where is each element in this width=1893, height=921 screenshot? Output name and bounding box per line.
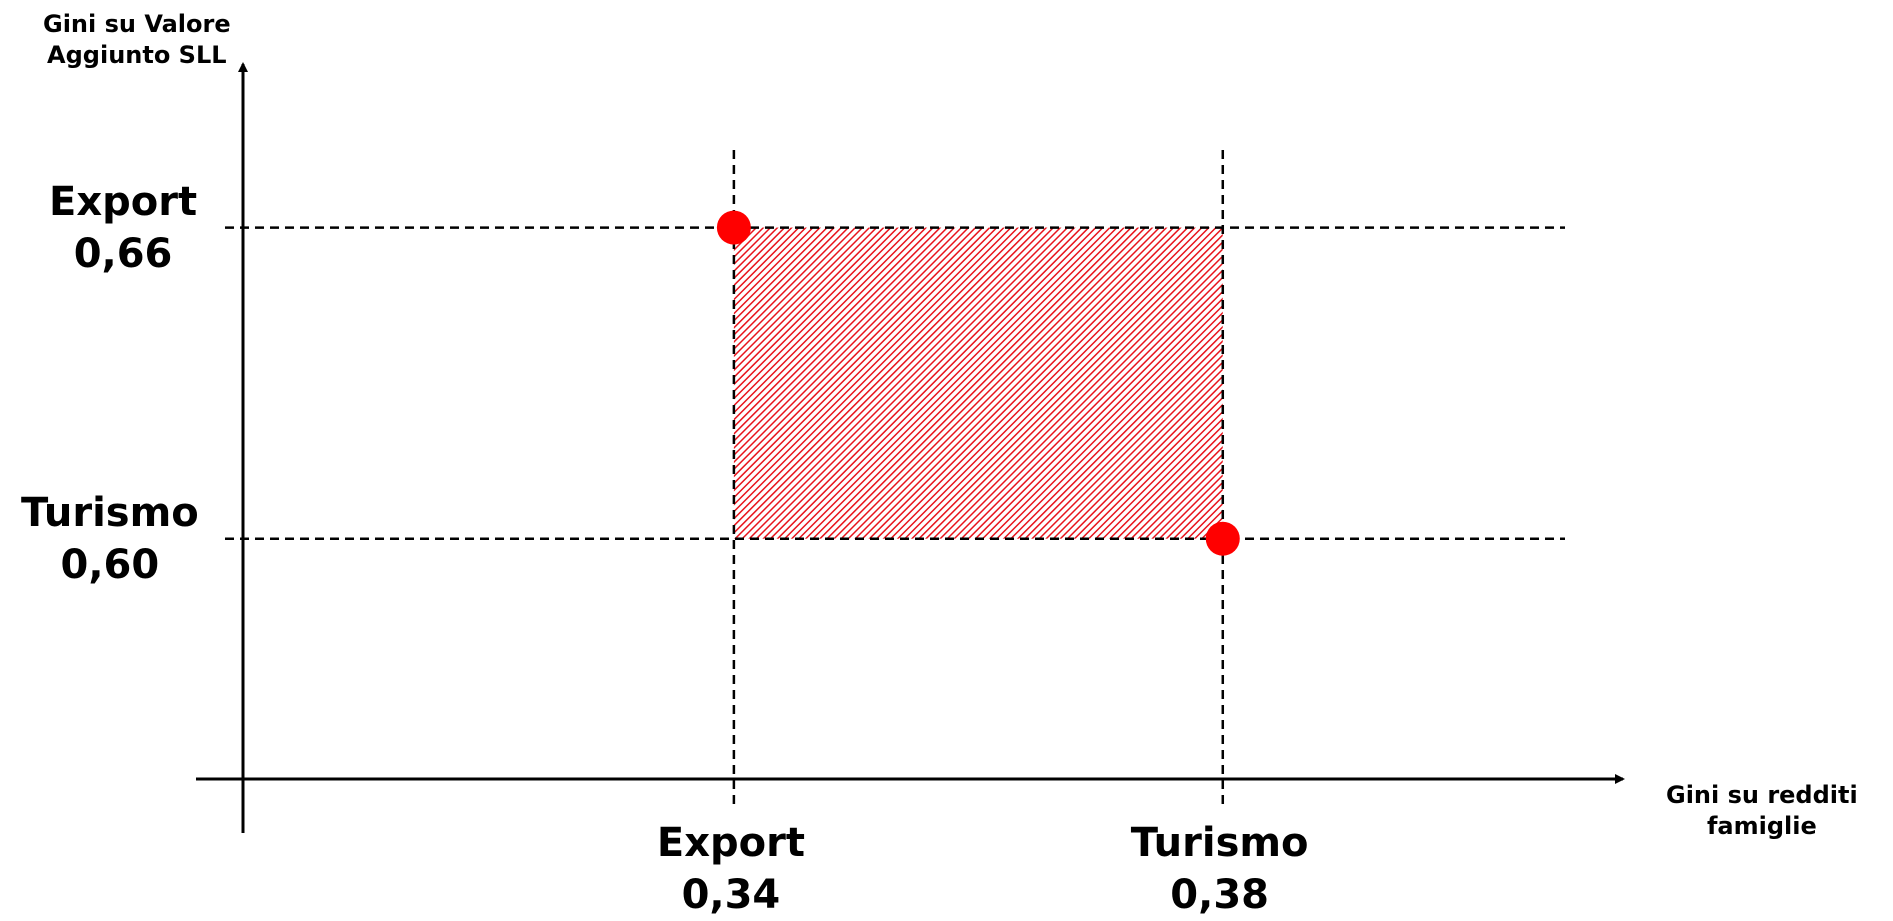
- y-tick-name: Turismo: [21, 489, 199, 536]
- y-axis-title-line-2: Aggiunto SLL: [47, 41, 227, 70]
- y-tick-value: 0,66: [73, 230, 173, 277]
- x-tick-value: 0,38: [1170, 872, 1269, 918]
- x-tick-value: 0,34: [681, 872, 781, 918]
- shaded-region: [733, 227, 1223, 539]
- x-axis-title-line-2: famiglie: [1706, 812, 1817, 841]
- x-axis-title: Gini su redditi famiglie: [1666, 780, 1858, 842]
- y-tick-label-export: Export 0,66: [49, 176, 197, 280]
- y-tick-label-turismo: Turismo 0,60: [21, 487, 199, 591]
- y-axis-title-line-1: Gini su Valore: [43, 10, 231, 38]
- x-tick-name: Export: [656, 820, 805, 866]
- x-tick-label-turismo: Turismo 0,38: [1131, 817, 1309, 921]
- y-tick-value: 0,60: [60, 541, 160, 588]
- data-point-2: [1205, 521, 1240, 556]
- x-axis-title-line-1: Gini su redditi: [1666, 781, 1858, 809]
- y-axis-title: Gini su Valore Aggiunto SLL: [43, 9, 231, 71]
- y-tick-name: Export: [49, 178, 198, 225]
- x-tick-name: Turismo: [1130, 820, 1309, 866]
- x-tick-label-export: Export 0,34: [657, 817, 805, 921]
- data-point-1: [716, 210, 751, 245]
